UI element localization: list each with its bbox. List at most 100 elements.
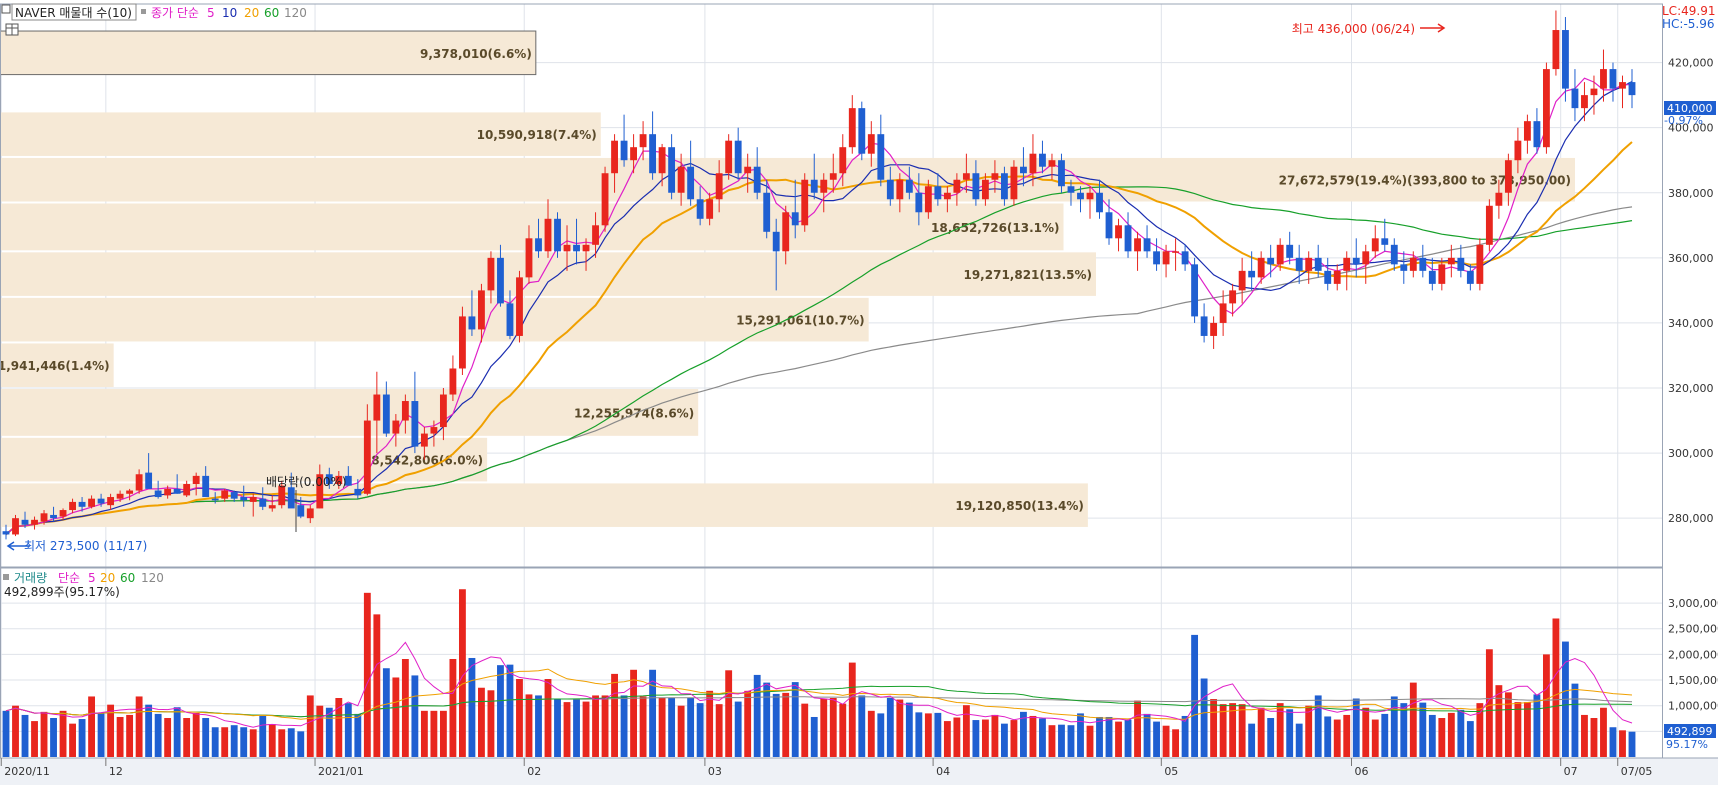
volume-bar — [2, 710, 10, 757]
candle-body — [335, 475, 343, 485]
candle-body — [972, 173, 980, 200]
volume-bar — [1476, 703, 1484, 757]
volume-bar — [658, 698, 666, 757]
candle-body — [544, 218, 552, 252]
volume-bar — [1343, 714, 1351, 757]
candle-body — [1172, 251, 1180, 253]
volume-bar — [1571, 683, 1579, 757]
candle-body — [1533, 121, 1541, 148]
candle-body — [1495, 192, 1503, 206]
volume-bar — [192, 712, 200, 757]
ma-period-120: 120 — [284, 6, 307, 20]
candle-body — [630, 147, 638, 161]
candle-body — [1609, 69, 1617, 89]
high-arrow-icon — [1420, 23, 1446, 33]
volume-bar — [1609, 727, 1617, 757]
candle-body — [1238, 270, 1246, 291]
volume-bar — [1105, 716, 1113, 757]
volume-bar — [896, 699, 904, 757]
ma-label: 종가 단순 — [151, 6, 199, 20]
volume-bar — [1628, 731, 1636, 757]
volume-bar — [905, 702, 913, 757]
volume-current: 492,899주(95.17%) — [4, 585, 120, 599]
ma-period-5: 5 — [207, 6, 215, 20]
volume-bar — [915, 712, 923, 757]
candle-body — [478, 290, 485, 330]
dividend-annotation: 배당락(0.00%) — [266, 475, 347, 489]
candle-body — [801, 179, 809, 226]
candle-body — [506, 303, 514, 336]
volume-bar — [1523, 702, 1531, 757]
volume-bar — [1428, 714, 1436, 757]
volume-bar — [1533, 694, 1541, 757]
date-label: 2021/01 — [318, 765, 364, 778]
candle-body — [240, 497, 248, 501]
date-label: 02 — [527, 765, 541, 778]
indicator-bullet-icon — [141, 9, 146, 14]
candle-body — [1162, 251, 1170, 265]
price-pane-frame — [0, 3, 1663, 568]
candle-body — [1219, 303, 1227, 323]
candle-body — [230, 492, 238, 499]
volume-bar — [458, 589, 466, 757]
candle-body — [1143, 238, 1151, 252]
candle-body — [658, 147, 666, 174]
volume-bar — [1352, 698, 1360, 757]
volume-bar — [1048, 725, 1056, 757]
pane-toggle-icon[interactable] — [1, 4, 11, 14]
chart-title: NAVER 매물대 수(10) — [15, 6, 132, 20]
candle-body — [107, 497, 115, 506]
volume-bar — [753, 674, 761, 757]
candle-body — [1181, 251, 1189, 265]
volume-bar — [487, 690, 495, 757]
volume-tick-label: 1,500,000 — [1668, 674, 1718, 687]
volume-bar — [21, 714, 29, 757]
candle-body — [668, 147, 676, 193]
candle-body — [1590, 88, 1598, 96]
volume-bar — [810, 716, 818, 757]
volume-bar — [981, 719, 989, 757]
volume-bar — [611, 673, 618, 757]
current-price-tag: 410,000 -0.97% — [1664, 101, 1716, 127]
candle-body — [639, 134, 647, 148]
volume-bar — [230, 725, 238, 757]
volume-bar — [1485, 649, 1493, 757]
volume-bars — [2, 589, 1636, 757]
candle-body — [259, 498, 267, 507]
volume-bar — [1466, 721, 1474, 757]
candle-body — [1447, 257, 1455, 265]
price-tick-label: 400,000 — [1668, 122, 1714, 135]
candle-body — [468, 316, 476, 330]
volume-bar — [1210, 699, 1218, 757]
volume-bar — [430, 710, 438, 757]
price-tick-label: 300,000 — [1668, 447, 1714, 460]
candle-body — [1020, 166, 1027, 174]
price-tick-label: 420,000 — [1668, 57, 1714, 70]
candle-body — [458, 316, 466, 369]
candle-body — [1200, 316, 1208, 336]
volume-bar — [734, 701, 742, 757]
volume-bar — [439, 710, 447, 757]
candle-body — [1362, 251, 1370, 265]
volume-bar — [478, 687, 485, 757]
candle-body — [1286, 244, 1294, 258]
candle-body — [221, 490, 229, 499]
candle-body — [725, 140, 733, 174]
volume-bar — [791, 682, 799, 757]
volume-bar — [1295, 723, 1303, 757]
candle-body — [1438, 264, 1446, 284]
volume-bar — [154, 713, 162, 757]
volume-profile-band — [0, 483, 1088, 527]
volume-bar — [1381, 713, 1389, 757]
volume-change-value: 95.17% — [1666, 738, 1708, 751]
volume-bar — [1552, 618, 1560, 757]
candle-body — [1552, 30, 1560, 70]
candle-body — [316, 474, 324, 509]
volume-bar — [297, 731, 305, 757]
volume-bar — [97, 712, 105, 757]
volume-title: 거래량 — [14, 571, 47, 585]
candle-body — [1124, 225, 1132, 252]
volume-bar — [1362, 707, 1370, 757]
candle-body — [420, 433, 428, 447]
